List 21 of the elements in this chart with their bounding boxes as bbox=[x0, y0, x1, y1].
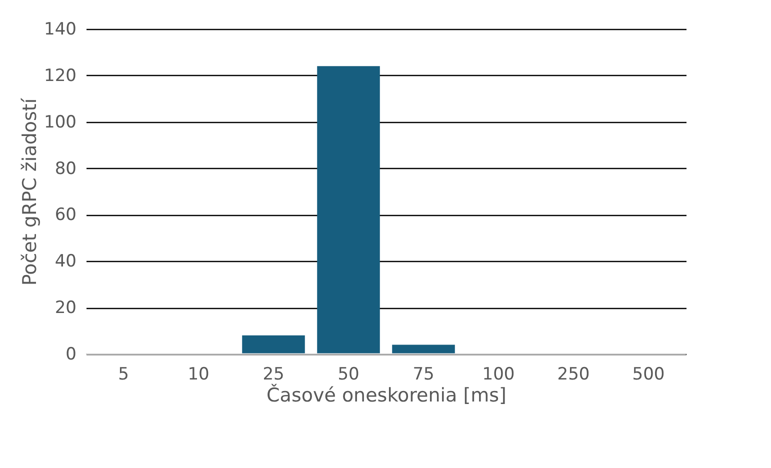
y-tick-label: 0 bbox=[66, 344, 76, 364]
x-tick-label: 100 bbox=[482, 364, 515, 384]
y-tick-label: 80 bbox=[54, 158, 76, 179]
x-tick-label: 25 bbox=[262, 364, 284, 384]
bar bbox=[392, 344, 455, 354]
y-tick-label: 100 bbox=[44, 112, 76, 132]
x-tick-label: 5 bbox=[118, 364, 129, 384]
x-tick-label: 10 bbox=[188, 364, 210, 384]
x-tick-label: 250 bbox=[557, 364, 590, 384]
y-tick-label: 40 bbox=[54, 252, 76, 272]
bar bbox=[317, 66, 380, 354]
y-axis-title: Počet gRPC žiadostí bbox=[19, 98, 42, 286]
x-tick-label: 75 bbox=[412, 364, 434, 384]
bar bbox=[242, 335, 305, 354]
y-tick-label: 120 bbox=[44, 66, 76, 86]
x-tick-label: 50 bbox=[338, 364, 360, 384]
x-tick-label: 500 bbox=[632, 364, 665, 384]
x-axis-title: Časové oneskorenia [ms] bbox=[266, 384, 506, 406]
y-tick-label: 60 bbox=[54, 205, 76, 226]
y-tick-label: 140 bbox=[44, 20, 76, 40]
y-tick-label: 20 bbox=[54, 298, 76, 318]
